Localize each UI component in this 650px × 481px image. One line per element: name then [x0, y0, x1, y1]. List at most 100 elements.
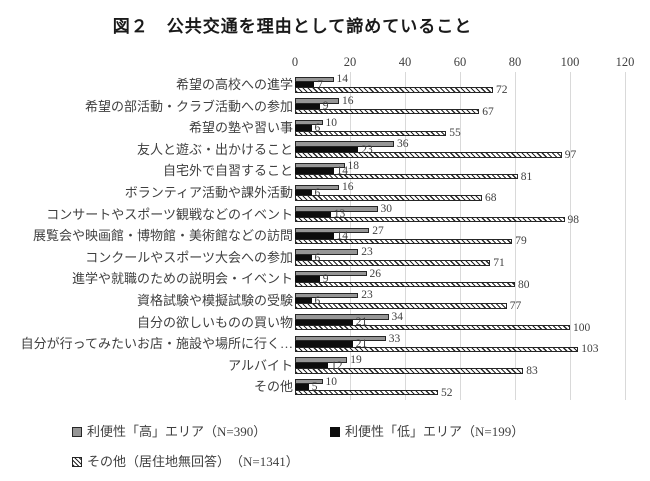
value-label: 33 — [388, 332, 401, 345]
bar-diagonal-hatch — [295, 368, 524, 374]
value-label: 5 — [311, 381, 318, 394]
value-label: 79 — [515, 235, 527, 248]
bar-diagonal-hatch — [295, 109, 480, 115]
bar-solid-black — [295, 319, 353, 325]
value-label: 23 — [361, 246, 373, 259]
bar-diagonal-hatch — [295, 152, 562, 158]
bar-solid-gray — [295, 141, 394, 147]
value-label: 68 — [485, 192, 497, 205]
category-label: 自分が行ってみたいお店・施設や場所に行く… — [20, 336, 293, 352]
gridline-x-40 — [405, 72, 406, 400]
bar-solid-gray — [295, 227, 370, 234]
bar-solid-black — [295, 190, 312, 196]
value-label: 52 — [441, 386, 453, 399]
x-axis-tick-label: 120 — [615, 55, 635, 69]
bar-solid-gray — [295, 184, 339, 190]
bar-solid-black — [295, 82, 315, 88]
category-label: 友人と遊ぶ・出かけること — [136, 141, 293, 157]
value-label: 34 — [391, 310, 404, 323]
value-label: 97 — [564, 148, 577, 161]
bar-solid-black — [295, 211, 331, 217]
bar-solid-black — [295, 341, 353, 347]
category-label: コンサートやスポーツ観戦などのイベント — [46, 206, 293, 222]
bar-solid-gray — [295, 206, 378, 212]
bar-solid-black — [295, 146, 359, 153]
value-label: 81 — [520, 170, 533, 183]
plot-area: 0 20 40 60 80 100 120 希望の高校への進学 14 7 72 希望の部活動・クラブ活… — [20, 55, 635, 400]
bar-solid-black — [295, 362, 328, 369]
value-label: 71 — [493, 256, 505, 269]
bar-solid-black — [295, 384, 309, 390]
bar-solid-black — [295, 168, 334, 174]
value-label: 21 — [355, 316, 368, 329]
value-label: 72 — [496, 84, 508, 97]
bar-diagonal-hatch — [295, 389, 438, 396]
category-label: 自宅外で自習すること — [162, 163, 293, 179]
category-label: 希望の部活動・クラブ活動への参加 — [84, 98, 293, 114]
value-label: 10 — [325, 116, 338, 129]
gridline-x-20 — [350, 72, 351, 400]
legend-swatch-solid-black — [330, 427, 340, 437]
x-axis-tick-label: 60 — [453, 55, 467, 69]
value-label: 27 — [372, 224, 384, 237]
value-label: 6 — [314, 186, 321, 199]
value-label: 26 — [369, 267, 382, 280]
value-label: 103 — [581, 343, 599, 356]
value-label: 21 — [355, 337, 368, 350]
bar-diagonal-hatch — [295, 260, 491, 266]
gridline-x-60 — [460, 72, 461, 400]
legend-swatch-diagonal-hatch — [72, 457, 82, 467]
gridline-x-100 — [570, 72, 571, 400]
bar-diagonal-hatch — [295, 195, 482, 201]
bar-solid-gray — [295, 119, 323, 126]
bar-diagonal-hatch — [295, 217, 565, 223]
bar-solid-gray — [295, 379, 323, 385]
value-label: 6 — [314, 251, 321, 264]
value-label: 6 — [314, 294, 321, 307]
value-label: 23 — [361, 289, 373, 302]
value-label: 10 — [325, 375, 338, 388]
legend-swatch-solid-gray — [72, 427, 82, 437]
bar-solid-gray — [295, 314, 389, 320]
bar-diagonal-hatch — [295, 130, 447, 136]
value-label: 67 — [482, 105, 494, 118]
x-axis-tick-label: 100 — [560, 55, 580, 69]
value-label: 16 — [342, 181, 354, 194]
bar-diagonal-hatch — [295, 325, 570, 331]
bar-solid-black — [295, 103, 320, 109]
gridline-x-120 — [625, 72, 626, 400]
value-label: 55 — [449, 127, 461, 140]
bar-diagonal-hatch — [295, 238, 513, 244]
value-label: 80 — [518, 278, 530, 291]
bar-solid-gray — [295, 76, 334, 82]
bar-diagonal-hatch — [295, 346, 579, 352]
value-label: 36 — [397, 138, 409, 151]
x-axis-tick-label: 0 — [291, 55, 299, 69]
x-axis-tick-label: 80 — [508, 55, 522, 69]
category-label: 展覧会や映画館・博物館・美術館などの訪問 — [32, 228, 293, 244]
bar-solid-black — [295, 254, 312, 261]
value-label: 9 — [322, 100, 329, 113]
bar-solid-black — [295, 276, 320, 282]
bar-solid-gray — [295, 249, 359, 255]
bar-solid-black — [295, 233, 334, 239]
value-label: 6 — [314, 121, 321, 134]
bar-solid-gray — [295, 292, 359, 298]
bar-solid-black — [295, 125, 312, 131]
value-label: 23 — [361, 143, 373, 156]
bar-solid-black — [295, 298, 312, 304]
bar-diagonal-hatch — [295, 303, 507, 309]
value-label: 77 — [509, 300, 522, 313]
bar-solid-gray — [295, 98, 339, 104]
value-label: 14 — [336, 73, 349, 86]
bar-solid-gray — [295, 335, 386, 342]
category-label: アルバイト — [228, 357, 293, 373]
value-label: 13 — [333, 208, 346, 221]
value-label: 12 — [331, 359, 343, 372]
bar-solid-gray — [295, 271, 367, 277]
category-label: 自分の欲しいものの買い物 — [136, 314, 293, 330]
value-label: 14 — [336, 229, 349, 242]
value-label: 19 — [350, 354, 362, 367]
category-label: コンクールやスポーツ大会への参加 — [85, 249, 293, 265]
